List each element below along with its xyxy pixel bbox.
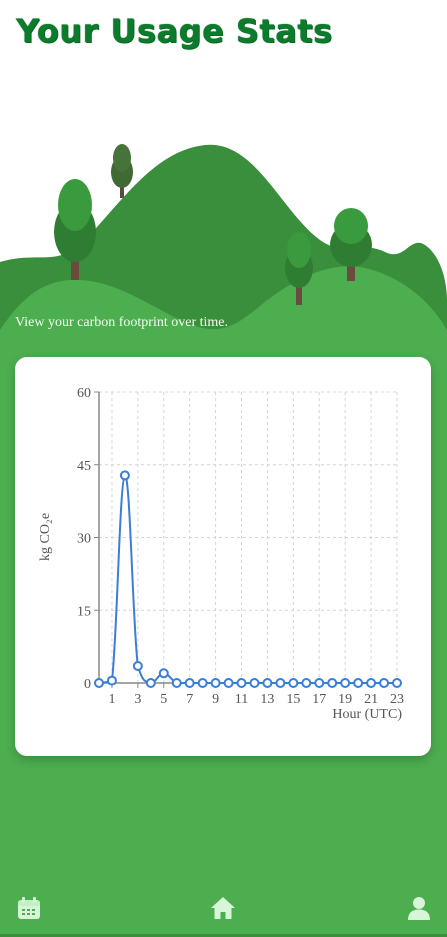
- data-point[interactable]: [262, 678, 273, 688]
- x-tick-label: 1: [108, 692, 115, 707]
- x-tick-label: 5: [160, 692, 167, 707]
- user-icon[interactable]: [406, 895, 432, 921]
- y-tick-label: 0: [84, 677, 91, 692]
- data-point[interactable]: [275, 678, 286, 688]
- data-point[interactable]: [145, 678, 156, 688]
- data-point[interactable]: [197, 678, 208, 688]
- y-tick-label: 45: [77, 459, 91, 474]
- y-tick-label: 15: [77, 604, 91, 619]
- tree-right: [330, 208, 372, 281]
- tree-left: [54, 179, 96, 280]
- data-point[interactable]: [132, 661, 143, 672]
- chart-card: 0 15 30 45 60 1 3 5 7 9 11 13 15 17 19 21 23 kg CO₂e Hou…: [15, 357, 431, 756]
- data-point[interactable]: [301, 678, 312, 688]
- data-point[interactable]: [119, 470, 130, 481]
- data-point[interactable]: [366, 678, 377, 688]
- front-hill: [0, 266, 447, 360]
- data-point[interactable]: [353, 678, 364, 688]
- series-line: [98, 474, 397, 685]
- x-tick-label: 11: [235, 692, 248, 707]
- x-tick-label: 21: [364, 692, 378, 707]
- x-tick-label: 7: [186, 692, 193, 707]
- hills-illustration: [0, 144, 447, 360]
- data-point[interactable]: [236, 678, 247, 688]
- data-point[interactable]: [171, 678, 182, 688]
- data-point[interactable]: [314, 678, 325, 688]
- data-point[interactable]: [379, 678, 390, 688]
- x-tick-label: 17: [312, 692, 326, 707]
- data-point[interactable]: [249, 678, 260, 688]
- calendar-icon[interactable]: [16, 895, 42, 921]
- home-icon[interactable]: [210, 895, 236, 921]
- data-point[interactable]: [223, 678, 234, 688]
- x-tick-label: 19: [338, 692, 352, 707]
- bottom-nav: [0, 885, 447, 937]
- x-tick-label: 13: [260, 692, 274, 707]
- data-point[interactable]: [340, 678, 351, 688]
- tree-mid-right: [285, 232, 313, 305]
- x-tick-label: 15: [286, 692, 300, 707]
- data-point[interactable]: [392, 678, 402, 688]
- x-axis-label: Hour (UTC): [332, 707, 402, 722]
- y-tick-label: 30: [77, 532, 91, 547]
- x-tick-label: 9: [212, 692, 219, 707]
- data-point[interactable]: [158, 668, 169, 679]
- chart-points: [94, 470, 402, 688]
- page-title: Your Usage Stats: [16, 12, 333, 50]
- data-point[interactable]: [94, 678, 104, 688]
- bottom-edge: [0, 934, 447, 937]
- chart-grid: [99, 391, 398, 684]
- y-axis-label: kg CO₂e: [38, 513, 53, 561]
- x-tick-label: 23: [390, 692, 404, 707]
- x-tick-label: 3: [134, 692, 141, 707]
- data-point[interactable]: [327, 678, 338, 688]
- page-subtitle: View your carbon footprint over time.: [15, 315, 228, 330]
- y-tick-label: 60: [77, 386, 91, 401]
- tree-small-top: [111, 144, 133, 198]
- data-point[interactable]: [184, 678, 195, 688]
- data-point[interactable]: [210, 678, 221, 688]
- data-point[interactable]: [288, 678, 299, 688]
- data-point[interactable]: [106, 675, 117, 686]
